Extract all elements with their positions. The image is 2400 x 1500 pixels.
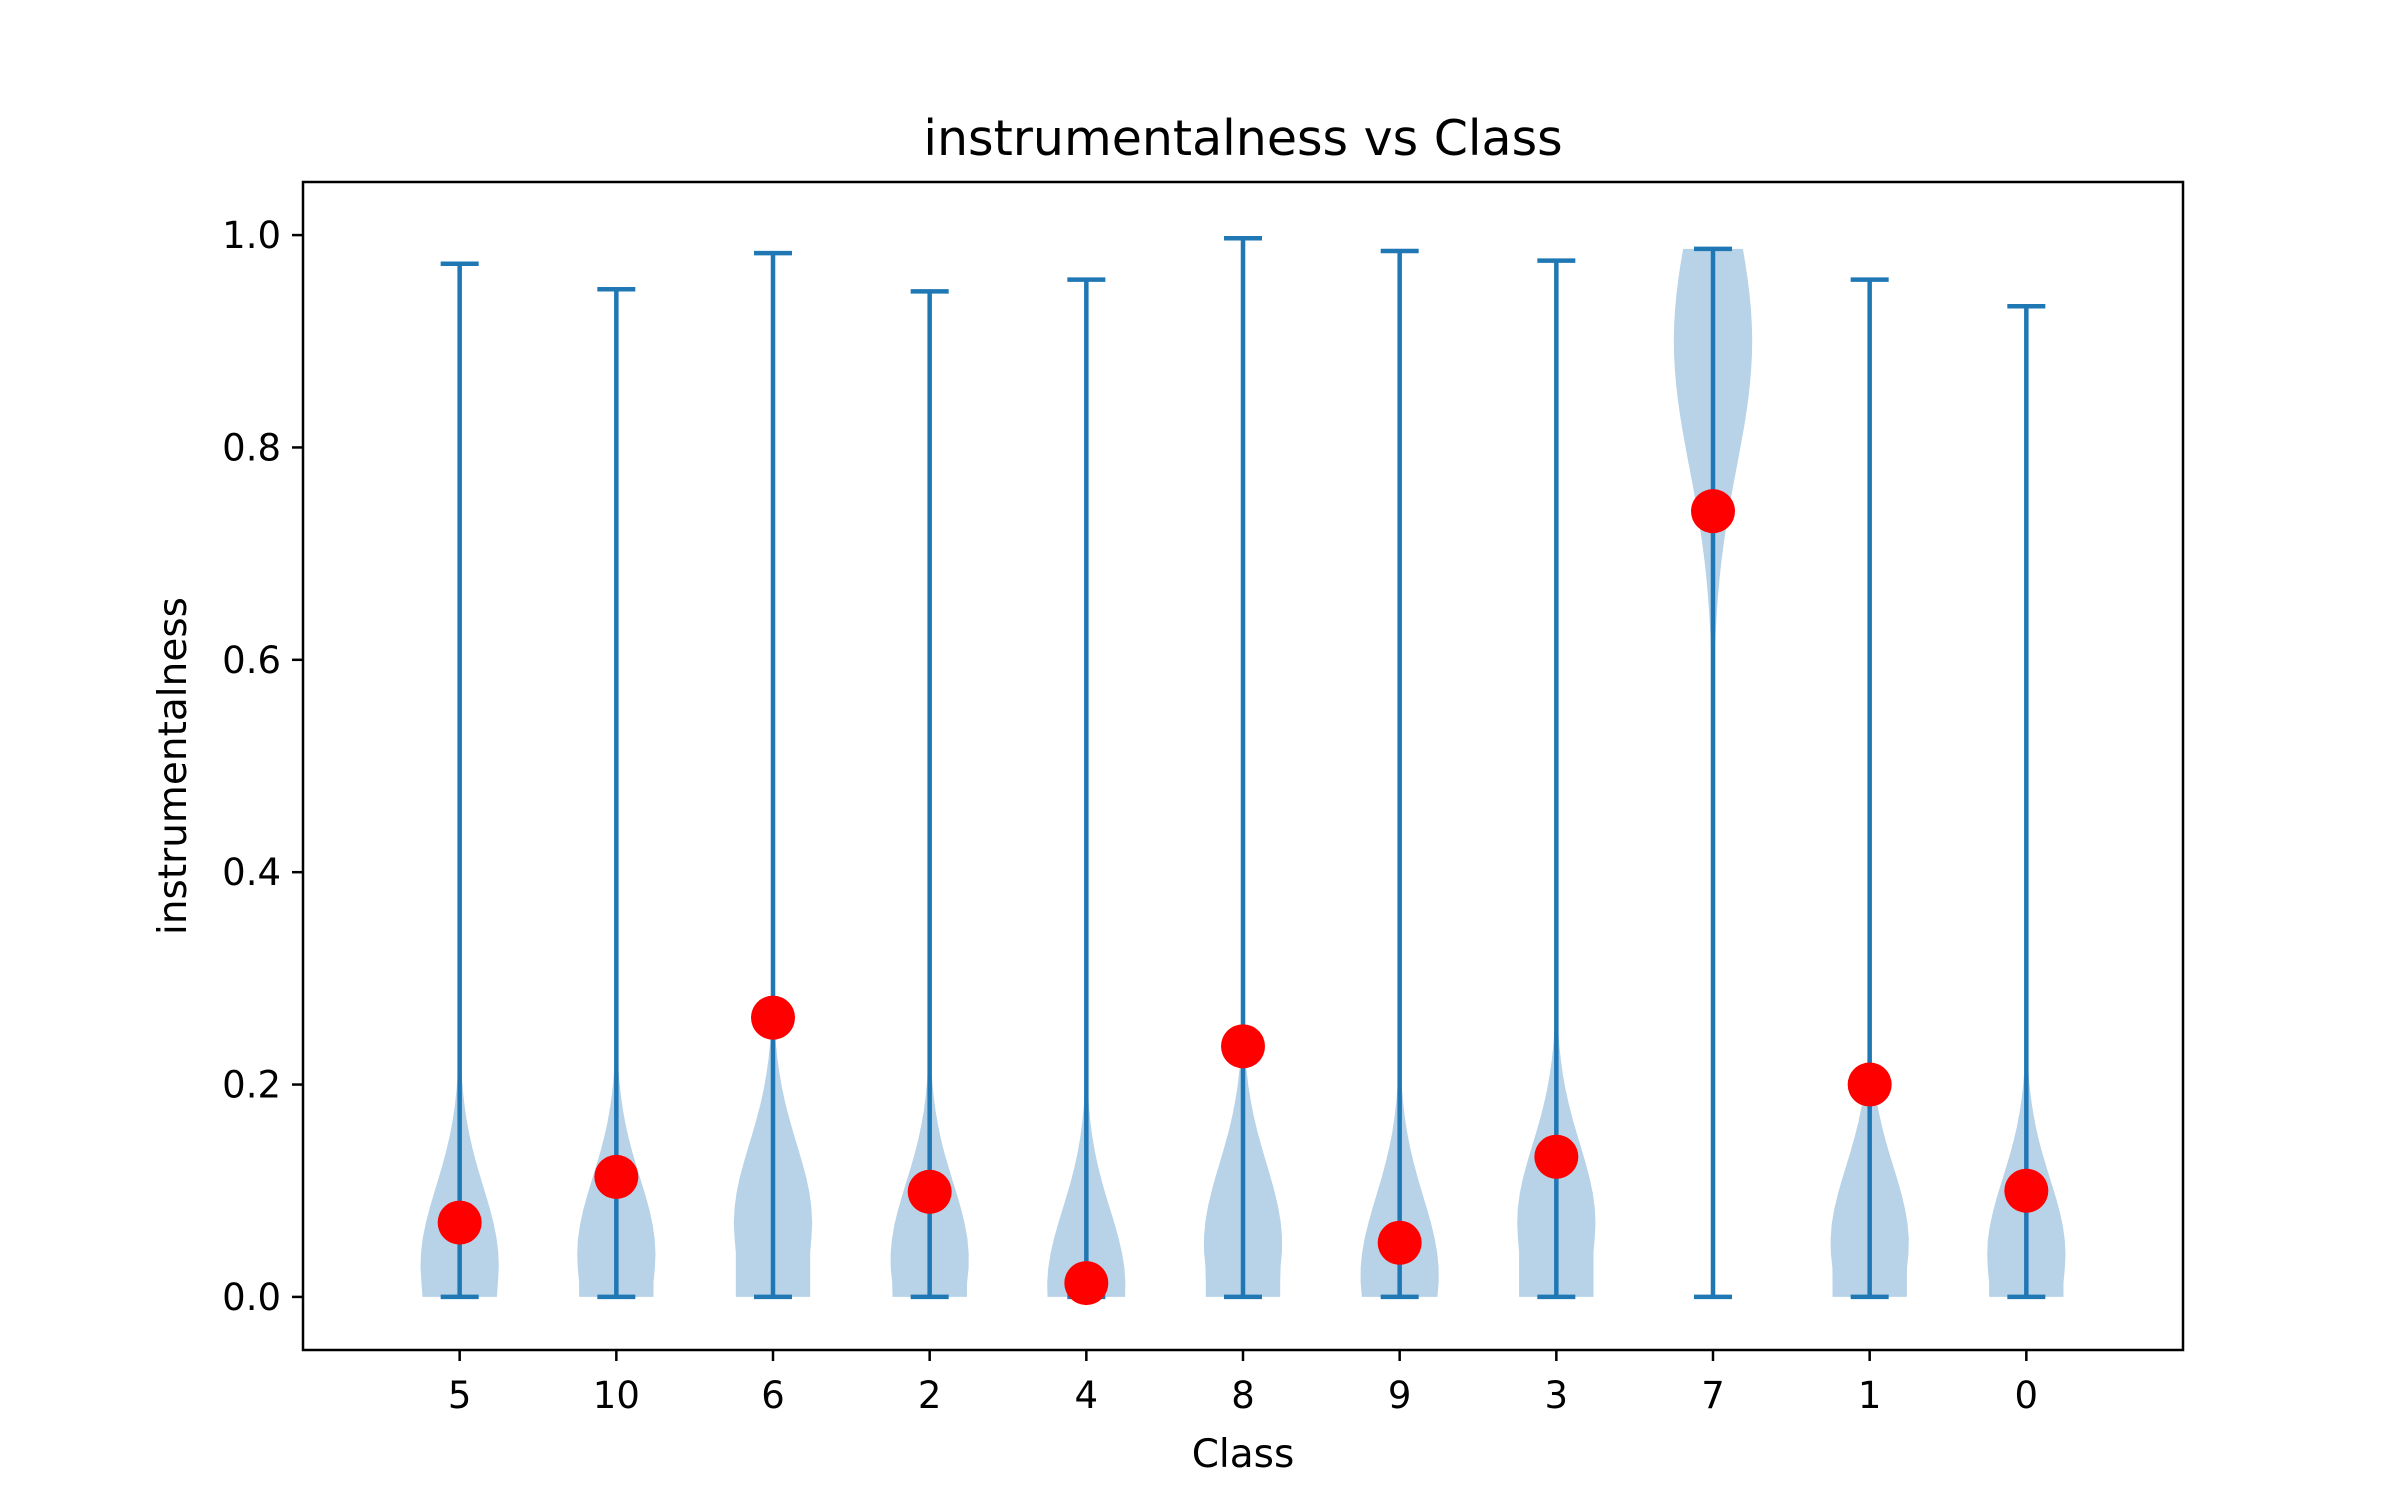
x-axis-label: Class xyxy=(1192,1432,1295,1477)
y-axis: 0.0 0.2 0.4 0.6 0.8 1.0 xyxy=(222,214,303,1319)
mean-marker xyxy=(437,1200,482,1245)
mean-marker xyxy=(1377,1220,1422,1265)
y-tick-label: 0.6 xyxy=(222,639,281,682)
x-axis: 5 10 6 2 4 8 9 3 7 1 0 xyxy=(448,1350,2038,1417)
x-tick-label: 0 xyxy=(2015,1374,2039,1417)
x-tick-label: 8 xyxy=(1231,1374,1255,1417)
mean-marker xyxy=(907,1169,952,1214)
mean-marker xyxy=(1534,1134,1579,1179)
mean-marker xyxy=(1221,1024,1265,1069)
mean-marker xyxy=(594,1154,639,1199)
y-tick-label: 0.0 xyxy=(222,1276,281,1319)
range-line-layer xyxy=(440,236,2046,1300)
x-tick-label: 10 xyxy=(593,1374,640,1417)
y-tick-label: 0.4 xyxy=(222,851,281,894)
mean-marker xyxy=(751,995,795,1040)
x-tick-label: 5 xyxy=(448,1374,472,1417)
mean-marker xyxy=(1691,489,1735,534)
mean-marker xyxy=(2004,1168,2049,1213)
chart-title: instrumentalness vs Class xyxy=(923,110,1562,167)
x-tick-label: 3 xyxy=(1545,1374,1569,1417)
x-tick-label: 9 xyxy=(1388,1374,1412,1417)
x-tick-label: 7 xyxy=(1701,1374,1725,1417)
mean-marker xyxy=(1847,1062,1892,1107)
y-tick-label: 1.0 xyxy=(222,214,281,257)
y-axis-label: instrumentalness xyxy=(151,597,196,935)
x-tick-label: 6 xyxy=(761,1374,785,1417)
x-tick-label: 4 xyxy=(1075,1374,1099,1417)
mean-marker xyxy=(1064,1261,1109,1306)
x-tick-label: 1 xyxy=(1858,1374,1882,1417)
y-tick-label: 0.8 xyxy=(222,426,281,469)
x-tick-label: 2 xyxy=(918,1374,942,1417)
y-tick-label: 0.2 xyxy=(222,1064,281,1107)
mean-marker-layer xyxy=(437,489,2049,1306)
